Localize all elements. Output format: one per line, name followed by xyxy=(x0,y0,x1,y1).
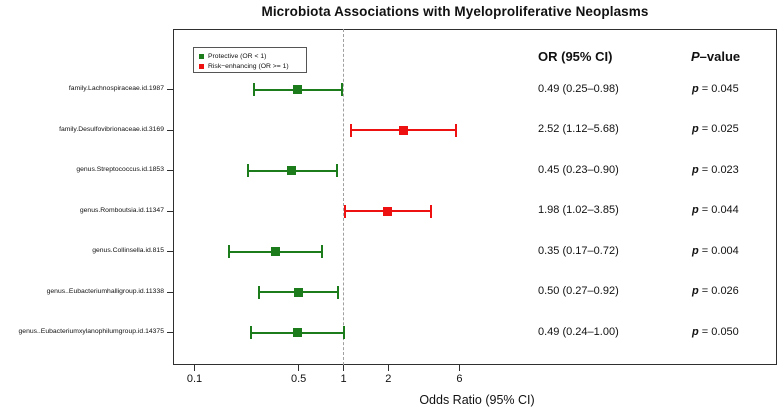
or-point-marker xyxy=(398,125,408,135)
legend: Protective (OR < 1) Risk−enhancing (OR >… xyxy=(193,47,307,73)
chart-title: Microbiota Associations with Myeloprolif… xyxy=(261,4,649,19)
ci-cap xyxy=(337,285,340,299)
taxa-label: genus.Streptococcus.id.1853 xyxy=(76,166,164,174)
x-axis-tick xyxy=(458,365,460,371)
p-symbol: p xyxy=(692,123,699,136)
taxa-label: family.Desulfovibrionaceae.id.3169 xyxy=(59,125,164,133)
ci-cap xyxy=(454,123,457,137)
or-point-marker xyxy=(287,166,297,176)
p-symbol: p xyxy=(692,285,699,298)
ci-cap xyxy=(341,83,344,96)
ci-cap xyxy=(335,164,338,178)
or-point-marker xyxy=(292,85,302,94)
or-point-marker xyxy=(294,287,304,297)
y-axis-tick xyxy=(167,89,173,90)
p-value: p = 0.004 xyxy=(692,244,739,257)
taxa-label: genus.Collinsella.id.815 xyxy=(92,247,164,255)
p-symbol: p xyxy=(692,82,699,95)
plot-area-border xyxy=(173,29,777,365)
taxa-label: genus..Eubacteriumhalligroup.id.11338 xyxy=(46,287,164,295)
p-symbol: p xyxy=(692,325,699,338)
p-symbol: p xyxy=(692,163,699,176)
or-ci-value: 0.49 (0.24–1.00) xyxy=(538,325,619,338)
ci-cap xyxy=(342,326,345,340)
x-axis-tick xyxy=(387,365,389,371)
p-symbol: p xyxy=(692,244,699,257)
ci-cap xyxy=(343,204,346,218)
legend-item-protective: Protective (OR < 1) xyxy=(199,51,306,61)
taxa-label: family.Lachnospiraceae.id.1987 xyxy=(68,85,164,92)
p-value: p = 0.045 xyxy=(692,82,739,95)
ci-cap xyxy=(252,83,255,96)
p-value: p = 0.044 xyxy=(692,204,739,217)
ci-cap xyxy=(257,285,260,299)
or-ci-value: 0.50 (0.27–0.92) xyxy=(538,285,619,298)
pvalue-header-rest: –value xyxy=(699,49,741,64)
x-axis-tick-label: 6 xyxy=(456,373,463,385)
ci-cap xyxy=(349,123,352,137)
risk-swatch-icon xyxy=(199,63,204,69)
ci-cap xyxy=(250,326,253,340)
x-axis-tick-label: 2 xyxy=(385,373,392,385)
p-symbol: p xyxy=(692,204,699,217)
x-axis-tick-label: 0.1 xyxy=(186,373,203,385)
p-value: p = 0.050 xyxy=(692,325,739,338)
x-axis-tick-label: 0.5 xyxy=(290,373,307,385)
ci-cap xyxy=(429,204,432,218)
legend-label-protective: Protective (OR < 1) xyxy=(208,52,267,60)
x-axis-tick-label: 1 xyxy=(340,373,347,385)
y-axis-tick xyxy=(167,332,173,334)
or-ci-value: 2.52 (1.12–5.68) xyxy=(538,123,619,136)
p-value: p = 0.023 xyxy=(692,163,739,176)
or-point-marker xyxy=(271,247,281,257)
legend-label-risk: Risk−enhancing (OR >= 1) xyxy=(208,62,289,70)
ci-cap xyxy=(321,245,324,259)
taxa-label: genus..Eubacteriumxylanophilumgroup.id.1… xyxy=(18,328,164,336)
pvalue-column-header: P–value xyxy=(691,49,740,64)
or-ci-value: 1.98 (1.02–3.85) xyxy=(538,204,619,217)
or-point-marker xyxy=(292,328,302,338)
y-axis-tick xyxy=(167,251,173,253)
x-axis-tick xyxy=(298,365,300,371)
y-axis-tick xyxy=(167,129,173,131)
y-axis-tick xyxy=(167,170,173,172)
reference-line-or-1 xyxy=(343,29,344,365)
ci-cap xyxy=(247,164,250,178)
x-axis-tick xyxy=(343,365,344,371)
or-ci-value: 0.45 (0.23–0.90) xyxy=(538,163,619,176)
ci-cap xyxy=(227,245,230,259)
x-axis-tick xyxy=(194,365,195,371)
y-axis-tick xyxy=(167,291,173,293)
y-axis-tick xyxy=(167,210,173,212)
p-value: p = 0.025 xyxy=(692,123,739,136)
pvalue-header-symbol: P xyxy=(691,49,700,64)
legend-item-risk: Risk−enhancing (OR >= 1) xyxy=(199,61,306,71)
or-ci-value: 0.49 (0.25–0.98) xyxy=(538,82,619,95)
taxa-label: genus.Romboutsia.id.11347 xyxy=(79,206,164,214)
protective-swatch-icon xyxy=(199,53,204,59)
p-value: p = 0.026 xyxy=(692,285,739,298)
or-point-marker xyxy=(383,206,393,216)
or-ci-value: 0.35 (0.17–0.72) xyxy=(538,244,619,257)
or-column-header: OR (95% CI) xyxy=(538,49,613,64)
x-axis-title: Odds Ratio (95% CI) xyxy=(419,393,535,407)
